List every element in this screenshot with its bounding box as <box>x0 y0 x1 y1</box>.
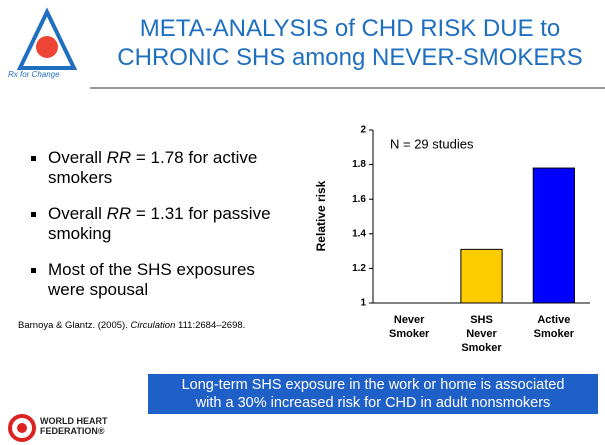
y-tick-label: 1.6 <box>352 194 366 205</box>
title-line: CHRONIC SHS among NEVER-SMOKERS <box>117 44 583 71</box>
x-tick-label-line: SHS <box>470 314 493 326</box>
text: Overall <box>48 204 107 223</box>
banner: Long-term SHS exposure in the work or ho… <box>148 374 598 414</box>
y-tick-label: 1.8 <box>352 159 366 170</box>
text: = 1.31 for passive smoking <box>48 204 271 243</box>
bar <box>532 167 575 304</box>
x-tick-label-line: Never <box>466 328 497 340</box>
text: Circulation <box>130 320 176 331</box>
footer-logo <box>8 414 36 442</box>
y-tick-label: 1.4 <box>352 228 366 239</box>
y-axis-label: Relative risk <box>314 180 328 251</box>
text: RR <box>106 204 132 223</box>
title-line: META-ANALYSIS of CHD RISK DUE to <box>139 15 561 42</box>
x-tick-label-line: Never <box>394 314 425 326</box>
title: META-ANALYSIS of CHD RISK DUE to CHRONIC… <box>100 14 600 72</box>
footer-line: WORLD HEART <box>40 416 108 426</box>
annotation: N = 29 studies <box>390 136 474 151</box>
banner-line: with a 30% increased risk for CHD in adu… <box>195 395 551 411</box>
y-tick-label: 1.2 <box>352 263 366 274</box>
banner-line: Long-term SHS exposure in the work or ho… <box>181 377 565 393</box>
y-tick-label: 2 <box>360 125 366 136</box>
x-tick-label-line: Active <box>537 314 570 326</box>
footer-logo-heart <box>17 423 27 433</box>
x-tick-label-line: Smoker <box>389 328 430 340</box>
y-tick-label: 1 <box>360 298 366 309</box>
x-tick-label: Never Smoker <box>389 314 430 340</box>
logo-heart <box>36 36 58 58</box>
text: = 1.78 for active smokers <box>48 148 258 187</box>
footer-line: FEDERATION® <box>40 426 105 436</box>
bullet: Most of the SHS exposures were spousal <box>31 260 258 300</box>
chart: Relative risk N = 29 studies 1 1.2 1.4 1.6 1… <box>314 125 590 354</box>
logo-caption: Rx for Change <box>8 70 60 79</box>
footer: WORLD HEART FEDERATION® <box>40 416 108 436</box>
bullet: Overall RR = 1.31 for passive smoking <box>31 204 278 244</box>
text: RR <box>106 148 132 167</box>
text: Barnoya & Glantz. (2005). <box>18 320 131 331</box>
citation: Barnoya & Glantz. (2005). Circulation 11… <box>18 320 245 331</box>
bullet: Overall RR = 1.78 for active smokers <box>31 148 278 188</box>
x-tick-label: Active Smoker <box>534 314 575 340</box>
x-tick-label-line: Smoker <box>534 328 575 340</box>
bar <box>460 248 503 304</box>
text: Overall <box>48 148 107 167</box>
x-tick-label: SHS Never Smoker <box>461 314 502 354</box>
text: 111:2684–2698. <box>175 320 246 331</box>
x-tick-label-line: Smoker <box>461 342 502 354</box>
